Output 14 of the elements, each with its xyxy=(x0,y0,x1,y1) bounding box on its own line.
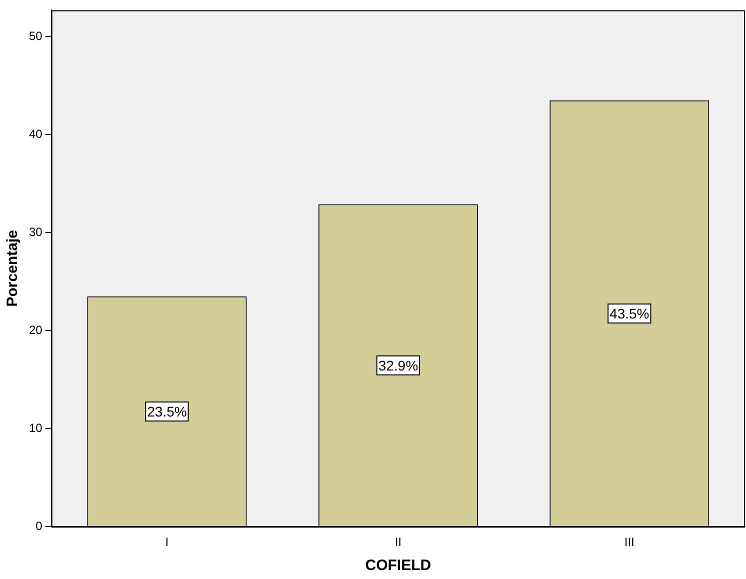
x-tick-label: II xyxy=(394,535,402,550)
data-label: 43.5% xyxy=(610,305,650,322)
y-tick-label: 10 xyxy=(28,420,43,435)
x-axis-title: COFIELD xyxy=(365,557,432,574)
y-tick-label: 20 xyxy=(28,322,43,337)
x-tick-label: I xyxy=(165,535,169,550)
x-tick-label: III xyxy=(624,535,634,550)
data-label: 23.5% xyxy=(147,403,187,420)
y-axis-title: Porcentaje xyxy=(4,230,22,307)
y-tick-label: 50 xyxy=(28,28,43,43)
y-tick-label: 30 xyxy=(28,224,43,239)
y-tick-label: 0 xyxy=(36,518,43,533)
y-tick-label: 40 xyxy=(28,126,43,141)
data-label: 32.9% xyxy=(378,357,418,374)
